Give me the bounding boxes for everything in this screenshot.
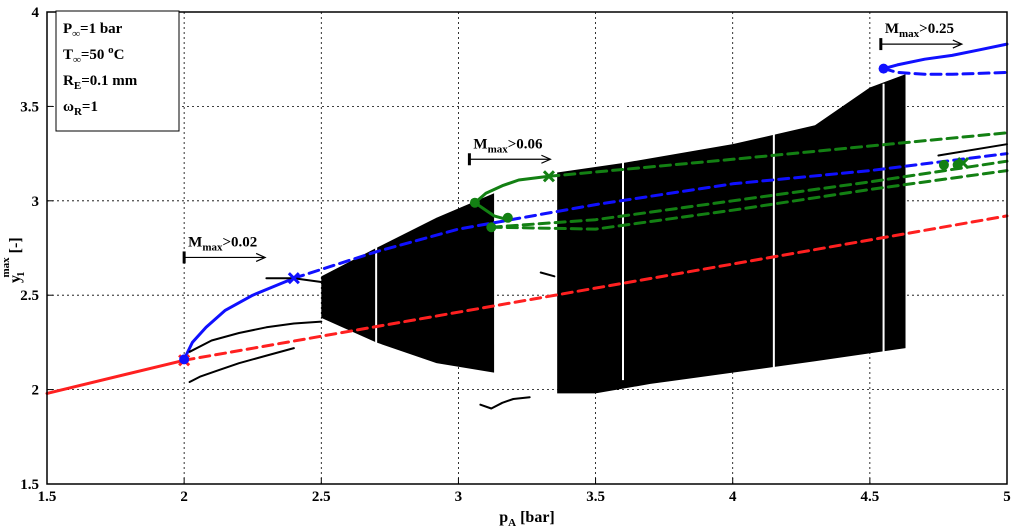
annotation-mmax-006: Mmax>0.06 xyxy=(467,136,552,166)
blue-dashed-branch xyxy=(292,152,1009,280)
green-solid-branch xyxy=(473,201,510,222)
y-tick-label: 3 xyxy=(32,194,40,210)
annotation-arrow-head xyxy=(255,252,267,262)
blue-dashed-branch xyxy=(882,67,1009,76)
svg-text:Mmax>0.25: Mmax>0.25 xyxy=(885,21,954,40)
annotation-arrow-head xyxy=(541,154,552,164)
annotation-mmax-002: Mmax>0.02 xyxy=(182,234,267,264)
x-tick-label: 4 xyxy=(729,489,737,505)
x-tick-label: 3.5 xyxy=(586,489,605,505)
blue-dot-marker xyxy=(179,354,190,365)
y-tick-label: 3.5 xyxy=(20,99,39,115)
x-tick-label: 3 xyxy=(455,489,463,505)
green-cross-marker xyxy=(957,156,970,170)
blue-solid-branch xyxy=(182,276,296,361)
parameter-box: P∞=1 bar T∞=50 oC RE=0.1 mm ωR=1 xyxy=(55,10,180,132)
black-solid-branch xyxy=(479,396,531,410)
y-tick-label: 2 xyxy=(32,383,40,399)
y-tick-label: 4 xyxy=(32,5,40,21)
green-dashed-branch xyxy=(489,169,1009,231)
y-tick-label: 2.5 xyxy=(20,288,39,304)
x-tick-label: 4.5 xyxy=(860,489,879,505)
blue-solid-branch xyxy=(882,42,1009,71)
black-solid-branch xyxy=(188,320,323,353)
red-dashed-branch xyxy=(182,214,1009,362)
red-solid-branch xyxy=(45,358,186,395)
black-solid-branch xyxy=(188,347,295,383)
green-dashed-branch xyxy=(547,131,1009,178)
green-solid-branch xyxy=(473,174,551,205)
info-pressure: P∞=1 bar xyxy=(63,21,123,40)
info-temperature: T∞=50 oC xyxy=(63,44,125,66)
svg-text:Mmax>0.02: Mmax>0.02 xyxy=(188,234,257,253)
green-dashed-branch xyxy=(489,159,1009,229)
black-solid-branch xyxy=(468,282,493,293)
green-dot-marker xyxy=(502,212,513,223)
y-axis-title: y1max [-] xyxy=(0,237,27,283)
black-solid-branch xyxy=(937,143,1008,157)
svg-text:Mmax>0.06: Mmax>0.06 xyxy=(473,136,543,155)
annotation-mmax-025: Mmax>0.25 xyxy=(879,21,964,51)
plot-frame xyxy=(46,11,1008,485)
x-tick-label: 2.5 xyxy=(312,489,331,505)
blue-dot-marker xyxy=(878,63,889,74)
mach-threshold-annotations: Mmax>0.02 Mmax>0.06 Mmax>0.25 xyxy=(182,21,964,264)
info-omega: ωR=1 xyxy=(63,99,98,118)
tick-labels: 1.5 2 2.5 3 3.5 4 4.5 5 1.5 2 2.5 3 3.5 4 xyxy=(20,5,1011,505)
bifurcation-markers xyxy=(178,63,970,367)
x-tick-label: 1.5 xyxy=(38,489,57,505)
info-radius: RE=0.1 mm xyxy=(63,73,138,92)
x-axis-title: pA [bar] xyxy=(499,509,555,527)
series-lines xyxy=(45,42,1009,410)
y-tick-label: 1.5 xyxy=(20,477,39,493)
green-dot-marker xyxy=(938,159,949,170)
x-tick-label: 2 xyxy=(180,489,188,505)
black-solid-branch xyxy=(539,271,556,278)
chaotic-band xyxy=(557,74,906,394)
green-dot-marker xyxy=(469,197,480,208)
green-cross-marker xyxy=(542,170,556,183)
chaotic-bands xyxy=(321,74,906,394)
chaotic-band xyxy=(321,193,495,373)
x-tick-label: 5 xyxy=(1003,489,1011,505)
blue-cross-marker xyxy=(287,272,300,285)
annotation-arrow-head xyxy=(952,39,964,49)
green-dot-marker xyxy=(486,222,497,233)
